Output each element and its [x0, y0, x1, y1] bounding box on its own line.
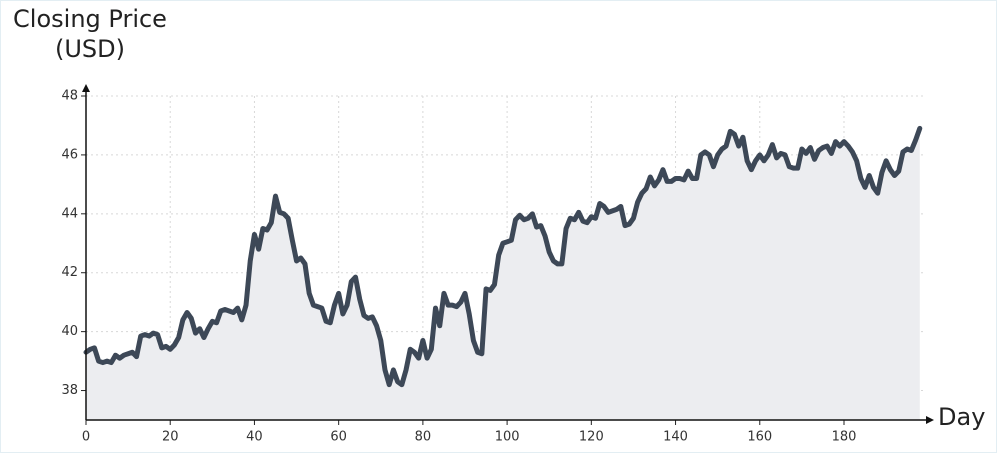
y-tick-label: 42	[61, 265, 78, 280]
y-axis-arrow	[82, 84, 90, 92]
y-axis-label: Closing Price	[13, 5, 167, 33]
x-tick-label: 60	[330, 430, 347, 445]
x-tick-label: 40	[246, 430, 263, 445]
y-tick-label: 38	[61, 383, 78, 398]
area	[86, 128, 920, 420]
y-tick-label: 46	[61, 147, 78, 162]
y-axis-label: (USD)	[55, 35, 125, 63]
x-tick-label: 160	[747, 430, 772, 445]
y-tick-label: 44	[61, 206, 78, 221]
x-tick-label: 0	[82, 430, 90, 445]
x-tick-label: 120	[579, 430, 604, 445]
x-axis-arrow	[926, 416, 934, 424]
x-tick-label: 20	[162, 430, 179, 445]
y-tick-label: 40	[61, 324, 78, 339]
x-axis-label: Day	[938, 403, 985, 431]
x-tick-label: 180	[832, 430, 857, 445]
y-tick-label: 48	[61, 89, 78, 104]
x-tick-label: 80	[415, 430, 432, 445]
x-tick-label: 100	[495, 430, 520, 445]
line	[83, 125, 923, 388]
x-tick-label: 140	[663, 430, 688, 445]
